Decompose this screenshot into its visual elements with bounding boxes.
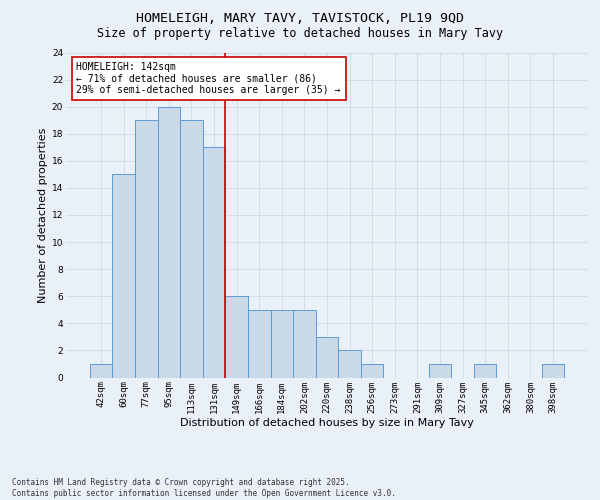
Y-axis label: Number of detached properties: Number of detached properties: [38, 128, 47, 302]
Bar: [293, 310, 316, 378]
Bar: [90, 364, 112, 378]
Bar: [112, 174, 135, 378]
Bar: [226, 296, 248, 378]
Bar: [542, 364, 564, 378]
Text: Contains HM Land Registry data © Crown copyright and database right 2025.
Contai: Contains HM Land Registry data © Crown c…: [12, 478, 396, 498]
X-axis label: Distribution of detached houses by size in Mary Tavy: Distribution of detached houses by size …: [180, 418, 474, 428]
Text: Size of property relative to detached houses in Mary Tavy: Size of property relative to detached ho…: [97, 28, 503, 40]
Text: HOMELEIGH, MARY TAVY, TAVISTOCK, PL19 9QD: HOMELEIGH, MARY TAVY, TAVISTOCK, PL19 9Q…: [136, 12, 464, 26]
Bar: [248, 310, 271, 378]
Bar: [338, 350, 361, 378]
Bar: [158, 106, 180, 378]
Bar: [203, 148, 226, 378]
Bar: [135, 120, 158, 378]
Bar: [180, 120, 203, 378]
Bar: [361, 364, 383, 378]
Bar: [316, 337, 338, 378]
Text: HOMELEIGH: 142sqm
← 71% of detached houses are smaller (86)
29% of semi-detached: HOMELEIGH: 142sqm ← 71% of detached hous…: [76, 62, 341, 96]
Bar: [271, 310, 293, 378]
Bar: [474, 364, 496, 378]
Bar: [428, 364, 451, 378]
